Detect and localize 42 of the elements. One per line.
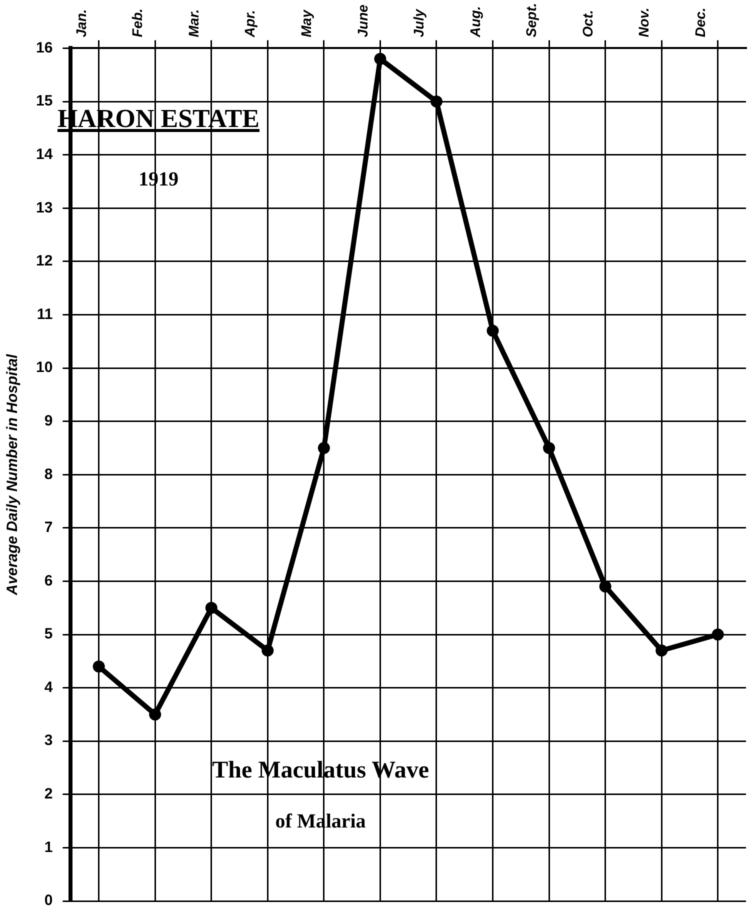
x-tick-label: Mar. <box>185 9 202 38</box>
y-tick-label: 12 <box>36 252 53 270</box>
point <box>205 602 218 614</box>
y-tick-label: 1 <box>44 838 53 856</box>
y-tick-label: 7 <box>44 519 53 536</box>
point <box>430 96 442 108</box>
y-tick-label: 14 <box>36 146 54 163</box>
y-tick-label: 15 <box>36 92 53 110</box>
y-tick-label: 10 <box>36 359 53 376</box>
y-tick-label: 2 <box>44 786 53 803</box>
point <box>486 324 499 337</box>
y-axis-title: Average Daily Number in Hospital <box>4 353 22 596</box>
x-tick-label: May <box>298 8 314 38</box>
y-tick-label: 13 <box>36 199 53 216</box>
x-tick-label: Apr. <box>242 10 258 38</box>
point <box>149 708 162 720</box>
y-tick-label: 11 <box>36 306 53 323</box>
x-tick-label: Aug. <box>466 6 483 38</box>
point <box>262 644 274 656</box>
y-tick-label: 9 <box>44 412 53 430</box>
point <box>374 52 386 65</box>
point <box>543 442 556 454</box>
x-tick-label: Oct. <box>579 10 596 38</box>
x-tick-label: Feb. <box>129 8 146 38</box>
x-tick-label: Nov. <box>636 8 652 38</box>
x-tick-label: June <box>354 4 370 38</box>
y-tick-label: 0 <box>44 892 53 910</box>
point <box>712 628 724 641</box>
point <box>92 660 105 672</box>
point <box>318 442 330 454</box>
y-tick-label: 16 <box>36 39 53 56</box>
point <box>599 580 612 593</box>
x-tick-label: Jan. <box>72 9 89 38</box>
y-tick-label: 3 <box>44 732 53 750</box>
y-tick-label: 5 <box>44 626 53 643</box>
y-tick-label: 6 <box>44 572 53 590</box>
y-tick-label: 8 <box>44 466 53 483</box>
x-tick-label: Dec. <box>692 8 708 38</box>
y-tick-label: 4 <box>44 678 54 696</box>
point <box>656 644 668 656</box>
x-tick-label: July <box>410 8 427 38</box>
x-tick-label: Sept. <box>523 2 540 38</box>
